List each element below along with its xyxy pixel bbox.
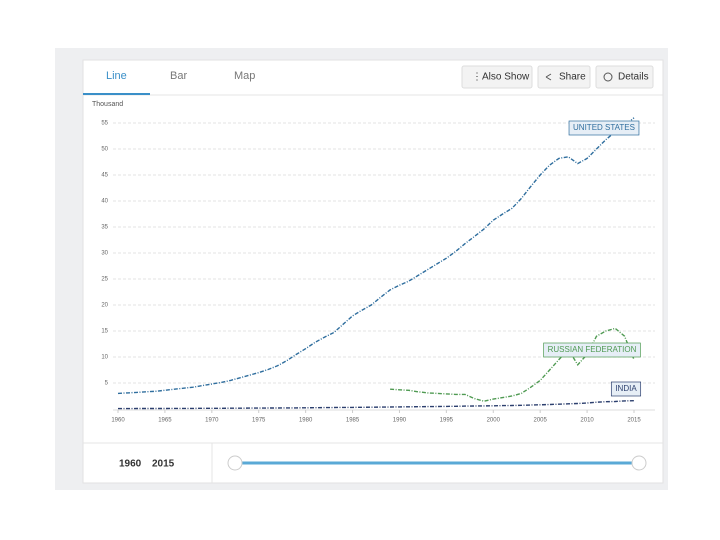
y-tick-label: 50 bbox=[101, 147, 108, 153]
details-button[interactable] bbox=[595, 65, 654, 89]
panel bbox=[82, 59, 664, 484]
slider-handle[interactable] bbox=[227, 455, 243, 471]
series-line bbox=[117, 117, 635, 395]
x-tick-label: 1975 bbox=[252, 418, 266, 424]
x-tick-label: 2000 bbox=[487, 418, 501, 424]
y-tick-label: 5 bbox=[105, 381, 109, 387]
button-label[interactable]: Details bbox=[618, 72, 649, 83]
share-icon bbox=[545, 73, 552, 81]
x-tick-label: 1970 bbox=[205, 418, 219, 424]
y-tick-label: 45 bbox=[101, 173, 108, 179]
y-tick-label: 35 bbox=[101, 225, 108, 231]
y-tick-label: 15 bbox=[101, 329, 108, 335]
button-label[interactable]: Share bbox=[559, 72, 586, 83]
button-label[interactable]: Also Show bbox=[482, 72, 530, 83]
y-tick-label: 25 bbox=[101, 277, 108, 283]
series-line bbox=[118, 400, 635, 410]
share-button[interactable] bbox=[537, 65, 591, 89]
series-label-box bbox=[610, 381, 642, 397]
y-tick-label: 55 bbox=[101, 121, 108, 127]
series-label: RUSSIAN FEDERATION bbox=[548, 345, 637, 354]
series-label-box bbox=[568, 120, 640, 136]
x-tick-label: 2010 bbox=[580, 418, 594, 424]
x-tick-label: 1960 bbox=[111, 418, 125, 424]
y-tick-label: 30 bbox=[101, 251, 108, 257]
x-tick-label: 1985 bbox=[346, 418, 360, 424]
series-label: UNITED STATES bbox=[573, 123, 635, 132]
also-show-button[interactable] bbox=[461, 65, 533, 89]
x-tick-label: 2005 bbox=[534, 418, 548, 424]
y-axis-label: Thousand bbox=[92, 101, 123, 108]
y-tick-label: 20 bbox=[101, 303, 108, 309]
range-from: 1960 bbox=[119, 459, 142, 470]
series-line bbox=[390, 327, 635, 402]
y-tick-label: 40 bbox=[101, 199, 108, 205]
details-icon bbox=[603, 72, 613, 82]
slider-handle[interactable] bbox=[631, 455, 647, 471]
x-tick-label: 1990 bbox=[393, 418, 407, 424]
tab[interactable]: Map bbox=[234, 70, 255, 82]
more-icon: ⋮ bbox=[472, 72, 482, 83]
y-tick-label: 10 bbox=[101, 355, 108, 361]
tab[interactable]: Line bbox=[106, 70, 127, 82]
x-tick-label: 1995 bbox=[440, 418, 454, 424]
active-tab-underline bbox=[83, 93, 150, 95]
series-label-box bbox=[543, 342, 641, 358]
tab[interactable]: Bar bbox=[170, 70, 187, 82]
x-tick-label: 2015 bbox=[627, 418, 641, 424]
series-label: INDIA bbox=[615, 384, 637, 393]
x-tick-label: 1965 bbox=[158, 418, 172, 424]
range-to: 2015 bbox=[152, 459, 175, 470]
x-tick-label: 1980 bbox=[299, 418, 313, 424]
